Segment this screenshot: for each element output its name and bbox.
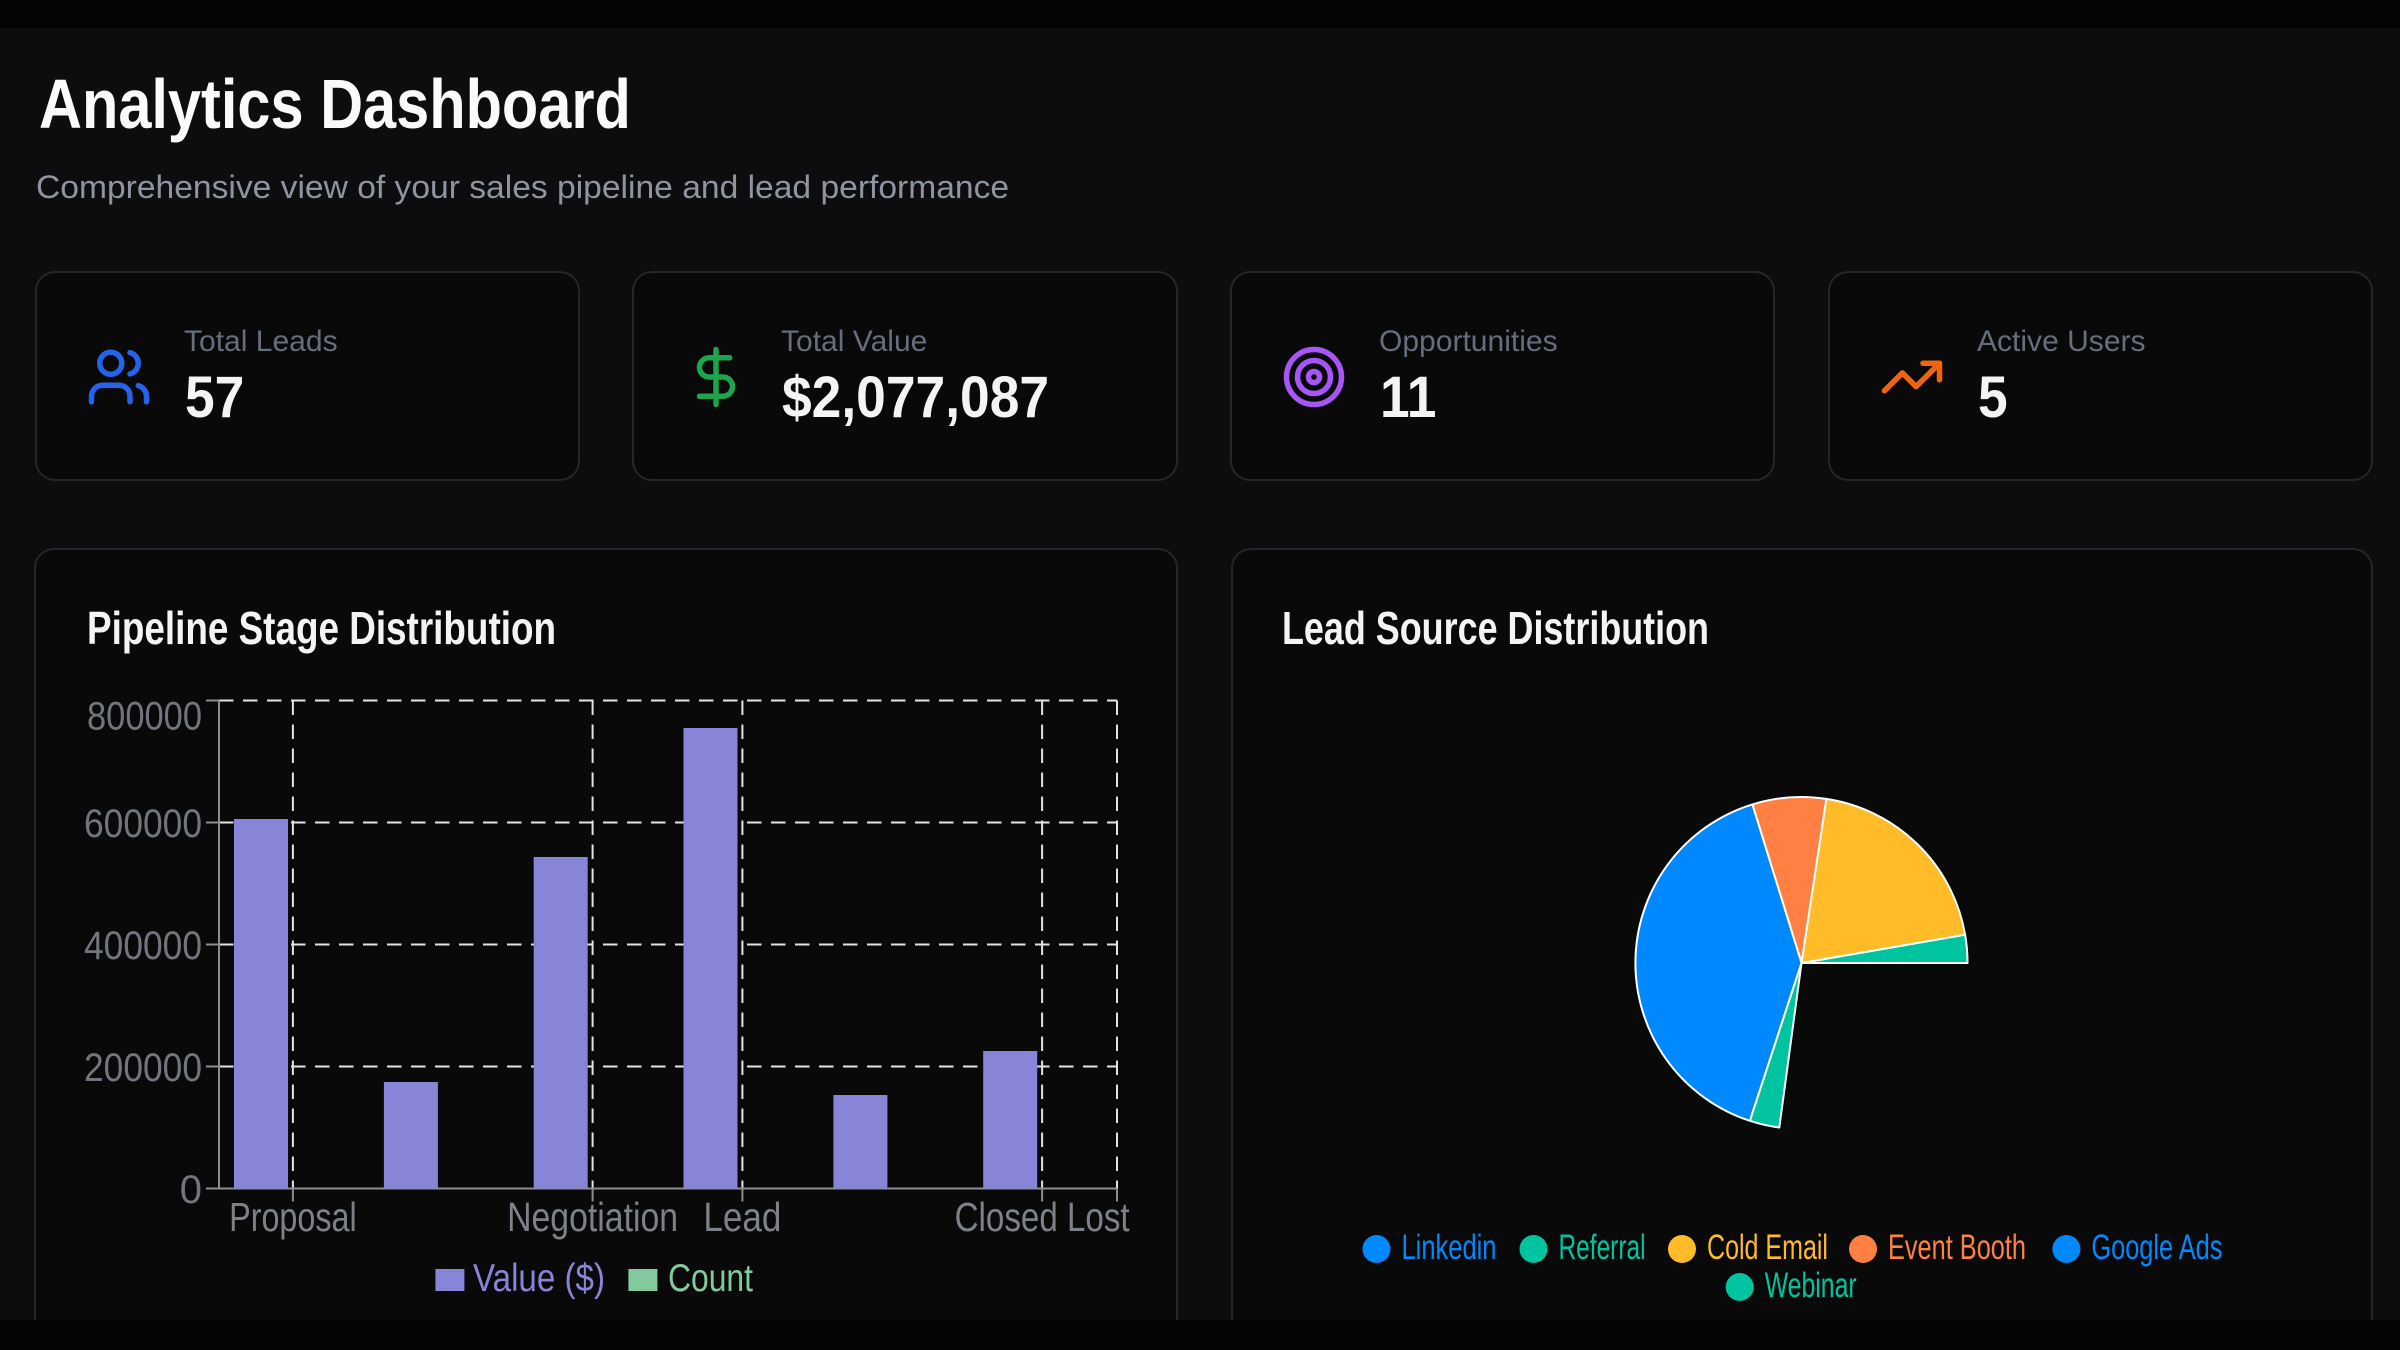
svg-text:Negotiation: Negotiation	[507, 1194, 678, 1240]
svg-text:600000: 600000	[84, 802, 202, 846]
svg-text:Pipeline Stage Distribution: Pipeline Stage Distribution	[87, 602, 556, 654]
svg-text:Webinar: Webinar	[1765, 1266, 1857, 1305]
svg-text:Lead: Lead	[703, 1194, 781, 1240]
svg-text:Linkedin: Linkedin	[1402, 1228, 1497, 1267]
svg-text:800000: 800000	[87, 695, 202, 739]
svg-text:0: 0	[180, 1168, 202, 1212]
svg-text:400000: 400000	[84, 924, 202, 968]
svg-text:Closed Lost: Closed Lost	[955, 1194, 1130, 1240]
svg-text:Value ($): Value ($)	[473, 1257, 605, 1300]
svg-text:Google Ads: Google Ads	[2091, 1228, 2222, 1267]
svg-text:Count: Count	[668, 1257, 753, 1300]
svg-text:Proposal: Proposal	[229, 1194, 357, 1240]
svg-text:Event Booth: Event Booth	[1888, 1228, 2026, 1267]
svg-text:Cold Email: Cold Email	[1707, 1228, 1828, 1267]
svg-text:Lead Source Distribution: Lead Source Distribution	[1282, 602, 1709, 654]
svg-text:200000: 200000	[84, 1046, 202, 1090]
svg-text:Referral: Referral	[1559, 1228, 1646, 1267]
